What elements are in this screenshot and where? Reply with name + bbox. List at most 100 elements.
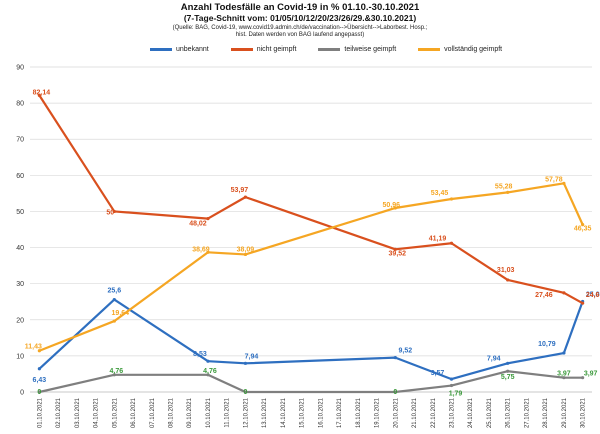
data-label: 24,6 [586, 292, 600, 299]
data-point [243, 390, 248, 394]
x-tick-label: 23.10.2021 [450, 397, 456, 428]
y-tick-label: 80 [16, 101, 24, 108]
data-point [506, 369, 510, 373]
data-point [243, 361, 248, 365]
data-point [206, 216, 210, 221]
x-tick-label: 15.10.2021 [300, 397, 306, 428]
data-label: 9,52 [398, 348, 412, 355]
data-point [506, 361, 510, 365]
data-label: 11,43 [25, 344, 42, 351]
data-point [581, 376, 585, 380]
y-tick-label: 40 [16, 245, 24, 252]
x-tick-label: 21.10.2021 [412, 397, 418, 428]
x-tick-label: 02.10.2021 [56, 397, 62, 428]
data-label: 1,79 [449, 391, 463, 398]
data-point [37, 349, 41, 353]
data-point [112, 297, 116, 302]
data-point [393, 247, 397, 251]
data-point [449, 197, 454, 201]
data-label: 50 [106, 209, 114, 216]
source-line-1: (Quelle: BAG, Covid-19, www.covid19.admi… [172, 25, 428, 31]
legend-label: vollständig geimpft [444, 46, 503, 53]
data-label: 48,02 [189, 221, 207, 228]
data-label: 46,35 [574, 226, 592, 233]
data-label: 53,97 [231, 187, 249, 194]
x-tick-label: 17.10.2021 [337, 397, 343, 428]
x-tick-label: 26.10.2021 [506, 397, 512, 428]
data-point [562, 181, 566, 185]
data-label: 57,78 [545, 176, 563, 183]
x-tick-label: 04.10.2021 [94, 397, 100, 428]
x-tick-label: 14.10.2021 [281, 397, 287, 428]
data-label: 7,94 [245, 353, 259, 360]
x-tick-label: 13.10.2021 [262, 397, 268, 428]
data-label: 0 [37, 389, 41, 396]
x-tick-label: 22.10.2021 [431, 397, 437, 428]
data-label: 0 [393, 389, 397, 396]
data-point [393, 356, 397, 360]
data-label: 6,43 [33, 377, 47, 384]
data-label: 5,75 [501, 374, 515, 381]
data-point [112, 209, 116, 214]
x-tick-label: 11.10.2021 [225, 397, 231, 427]
legend-swatch [318, 48, 341, 51]
x-tick-label: 29.10.2021 [562, 397, 568, 428]
data-point [506, 278, 510, 282]
data-point [449, 383, 454, 388]
data-label: 82,14 [33, 89, 51, 96]
data-label: 25,08 [586, 291, 600, 298]
legend-label: nicht geimpft [256, 46, 297, 53]
x-tick-label: 30.10.2021 [581, 397, 587, 428]
x-tick-label: 28.10.2021 [543, 397, 549, 428]
data-point [112, 373, 116, 377]
data-label: 10,79 [538, 341, 556, 348]
data-label: 19,64 [112, 310, 130, 317]
legend-entry: unbekannt [150, 46, 209, 53]
data-point [206, 359, 210, 363]
data-label: 25,6 [107, 288, 121, 295]
data-label: 3,57 [431, 370, 445, 377]
legend-label: unbekannt [176, 46, 209, 53]
data-point [393, 206, 397, 210]
legend-label: teilweise geimpft [344, 46, 397, 53]
data-label: 53,45 [431, 190, 449, 197]
data-label: 4,76 [109, 368, 123, 375]
data-label: 39,52 [389, 250, 407, 257]
x-tick-label: 10.10.2021 [206, 397, 212, 428]
chart-title: Anzahl Todesfälle an Covid-19 in % 01.10… [180, 2, 420, 13]
data-point [562, 376, 566, 380]
data-label: 3,97 [584, 371, 598, 378]
y-tick-label: 90 [16, 65, 24, 72]
x-tick-label: 07.10.2021 [150, 397, 156, 428]
legend-entry: nicht geimpft [230, 46, 297, 53]
data-point [206, 373, 210, 377]
x-tick-label: 03.10.2021 [75, 397, 81, 428]
data-point [562, 291, 566, 295]
data-label: 8,53 [193, 351, 207, 358]
x-tick-label: 19.10.2021 [375, 397, 381, 428]
data-label: 38,69 [192, 246, 210, 253]
legend-swatch [230, 48, 253, 51]
data-label: 27,46 [535, 292, 553, 299]
data-point [393, 390, 397, 394]
data-point [449, 241, 454, 245]
x-tick-label: 25.10.2021 [487, 397, 493, 428]
data-point [449, 377, 454, 381]
legend-swatch [418, 48, 441, 51]
data-point [37, 367, 41, 371]
data-point [37, 390, 41, 394]
legend-entry: vollständig geimpft [418, 46, 502, 53]
data-label: 31,03 [497, 267, 515, 274]
x-tick-label: 08.10.2021 [169, 397, 175, 428]
data-label: 0 [243, 389, 247, 396]
x-tick-label: 27.10.2021 [524, 397, 530, 428]
x-tick-label: 05.10.2021 [112, 397, 118, 428]
x-tick-label: 16.10.2021 [318, 397, 324, 428]
y-tick-label: 30 [16, 281, 24, 288]
x-tick-label: 06.10.2021 [131, 397, 137, 428]
data-point [37, 93, 41, 97]
y-tick-label: 0 [20, 390, 24, 397]
x-tick-label: 18.10.2021 [356, 397, 362, 428]
